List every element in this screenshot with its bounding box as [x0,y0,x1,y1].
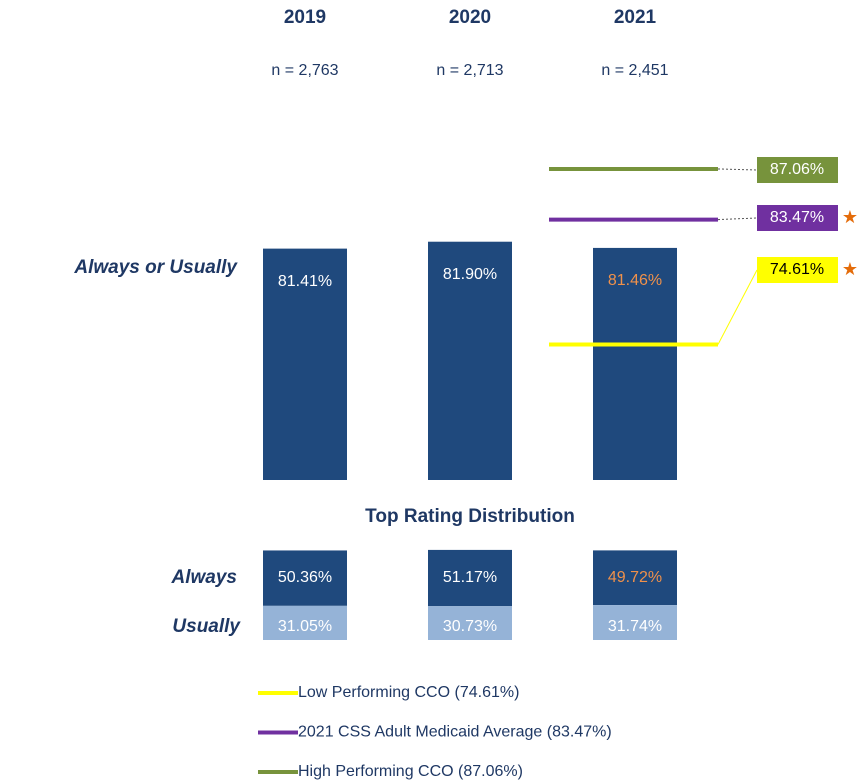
legend-label: Low Performing CCO (74.61%) [298,684,519,701]
reference-label: 83.47% [770,209,824,226]
value-label: 30.73% [443,618,497,635]
segment [263,605,347,640]
sample-size: n = 2,451 [601,62,668,79]
bar [428,241,512,480]
value-label: 51.17% [443,569,497,586]
year-label: 2020 [449,7,491,28]
segment [428,606,512,640]
star: ★ [842,207,858,227]
distribution-title: Top Rating Distribution [365,506,575,527]
row-label: Always or Usually [73,257,238,278]
connector [717,168,758,171]
legend-label: High Performing CCO (87.06%) [298,763,523,780]
sample-size: n = 2,713 [436,62,503,79]
connector [717,217,758,221]
value-label: 81.41% [278,273,332,290]
reference-box [757,205,838,231]
reference-label: 87.06% [770,161,824,178]
star: ★ [842,259,858,279]
value-label: 31.74% [608,618,662,635]
segment [263,550,347,606]
bar [593,247,677,480]
bar [263,248,347,480]
year-label: 2021 [614,7,657,28]
reference-box [757,157,838,183]
row-label: Usually [172,616,241,637]
row-label: Always [171,567,237,588]
value-label: 81.90% [443,266,497,283]
value-label: 31.05% [278,618,332,635]
segment [593,550,677,606]
segment [428,549,512,607]
sample-size: n = 2,763 [271,62,338,79]
reference-label: 74.61% [770,261,824,278]
legend-label: 2021 CSS Adult Medicaid Average (83.47%) [298,724,612,741]
reference-box [757,257,838,283]
year-label: 2019 [284,7,326,28]
segment [593,605,677,640]
value-label: 50.36% [278,569,332,586]
connector [717,269,758,345]
value-label: 49.72% [608,569,662,586]
value-label: 81.46% [608,272,662,289]
